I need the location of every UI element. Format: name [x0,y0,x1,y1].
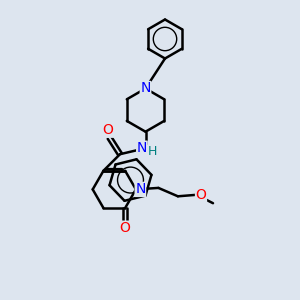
Text: N: N [137,141,147,155]
Text: O: O [120,221,130,235]
Text: O: O [103,123,113,137]
Text: N: N [135,182,146,197]
Text: O: O [196,188,206,202]
Text: H: H [147,145,157,158]
Text: N: N [140,82,151,95]
